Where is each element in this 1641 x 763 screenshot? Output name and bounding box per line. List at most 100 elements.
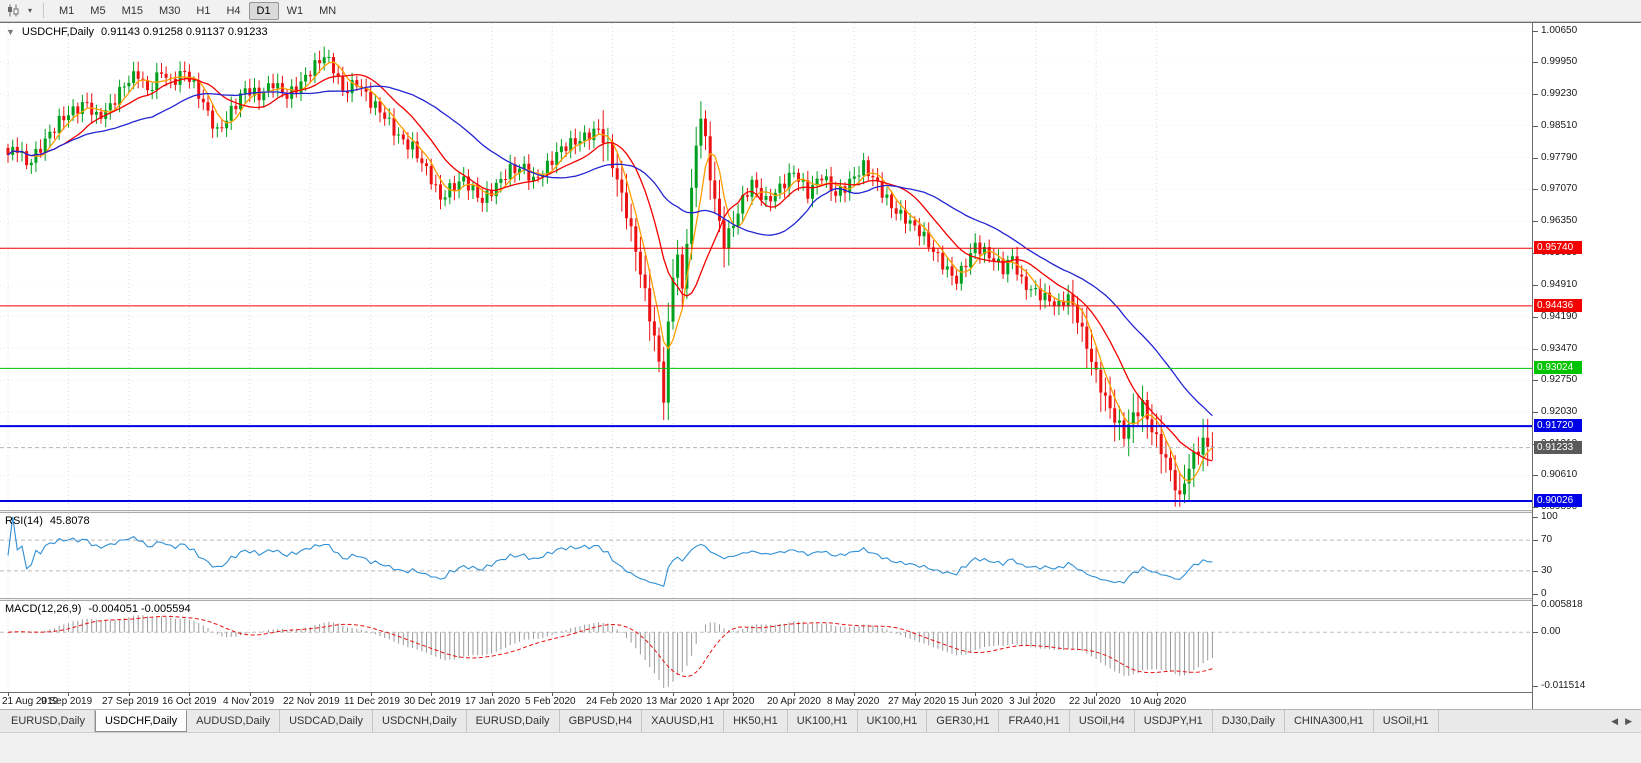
tab-scroll-right-icon[interactable]: ▶ xyxy=(1625,715,1632,726)
price-badge-0.95740[interactable]: 0.95740 xyxy=(1534,241,1582,255)
timeframe-button-H4[interactable]: H4 xyxy=(226,4,241,17)
candlestick-chart-icon[interactable] xyxy=(4,2,22,20)
chart-tab-FRA40-H1[interactable]: FRA40,H1 xyxy=(999,710,1070,732)
rsi-pane[interactable]: RSI(14) 45.8078 xyxy=(0,513,1532,598)
timeframe-button-W1[interactable]: W1 xyxy=(286,4,304,17)
chart-tab-GBPUSD-H4[interactable]: GBPUSD,H4 xyxy=(560,710,643,732)
axis-tick-mark xyxy=(1533,93,1538,95)
time-tick-mark xyxy=(371,693,372,696)
one-click-trading-icon[interactable]: ▼ xyxy=(6,27,15,37)
chart-tab-USDCAD-Daily[interactable]: USDCAD,Daily xyxy=(280,710,374,732)
pane-splitter[interactable] xyxy=(0,598,1641,601)
rsi-scale-label: 70 xyxy=(1541,534,1553,546)
axis-tick-mark xyxy=(1533,189,1538,191)
axis-tick-mark xyxy=(1533,605,1538,606)
price-tick-label: 0.97070 xyxy=(1541,183,1578,195)
chart-tab-XAUUSD-H1[interactable]: XAUUSD,H1 xyxy=(642,710,725,732)
chart-tab-CHINA300-H1[interactable]: CHINA300,H1 xyxy=(1285,710,1374,732)
axis-tick-mark xyxy=(1533,412,1538,414)
macd-scale-label: 0.005818 xyxy=(1541,599,1583,610)
axis-tick-mark xyxy=(1533,348,1538,350)
chart-tab-USOil-H1[interactable]: USOil,H1 xyxy=(1374,710,1439,732)
price-tick-label: 0.99950 xyxy=(1541,55,1578,67)
tab-scroll-left-icon[interactable]: ◀ xyxy=(1611,715,1619,726)
chart-tab-HK50-H1[interactable]: HK50,H1 xyxy=(724,710,788,732)
chart-tab-GER30-H1[interactable]: GER30,H1 xyxy=(927,710,1000,732)
timeframe-button-M5[interactable]: M5 xyxy=(90,4,106,17)
price-tick-label: 0.96350 xyxy=(1541,215,1578,227)
candlestick-chart xyxy=(0,23,1532,510)
chart-tab-UK100-H1[interactable]: UK100,H1 xyxy=(788,710,858,732)
time-tick-mark xyxy=(8,693,9,696)
time-tick-mark xyxy=(854,693,855,696)
timeframe-button-MN[interactable]: MN xyxy=(319,4,337,17)
rsi-line xyxy=(7,516,1213,588)
timeframe-button-M15[interactable]: M15 xyxy=(121,4,143,17)
timeframe-button-M1[interactable]: M1 xyxy=(59,4,75,17)
rsi-label: RSI(14) xyxy=(5,515,43,527)
chart-tab-USDCHF-Daily[interactable]: USDCHF,Daily xyxy=(94,710,188,732)
status-bar xyxy=(0,732,1641,763)
date-label: 15 Jun 2020 xyxy=(948,696,1004,707)
axis-tick-mark xyxy=(1533,380,1538,382)
date-label: 27 May 2020 xyxy=(888,696,946,707)
date-label: 4 Nov 2019 xyxy=(223,696,275,707)
time-tick-mark xyxy=(1096,693,1097,696)
axis-tick-mark xyxy=(1533,316,1538,318)
price-badge-0.91720[interactable]: 0.91720 xyxy=(1534,419,1582,433)
chart-tab-AUDUSD-Daily[interactable]: AUDUSD,Daily xyxy=(187,710,281,732)
chart-tab-USOil-H4[interactable]: USOil,H4 xyxy=(1070,710,1135,732)
chart-tab-EURUSD-Daily[interactable]: EURUSD,Daily xyxy=(2,710,95,732)
macd-histogram xyxy=(12,615,1213,688)
price-badge-0.93024[interactable]: 0.93024 xyxy=(1534,361,1582,375)
ma-32-line xyxy=(7,85,1213,417)
chart-ohlc-values: 0.91143 0.91258 0.91137 0.91233 xyxy=(101,26,268,38)
date-label: 17 Jan 2020 xyxy=(465,696,521,707)
price-axis[interactable]: 1.00650 0.99950 0.99230 0.98510 0.97790 0.970… xyxy=(1532,23,1641,709)
time-tick-mark xyxy=(733,693,734,696)
timeframe-button-M30[interactable]: M30 xyxy=(158,4,181,17)
chevron-down-icon[interactable]: ▾ xyxy=(27,6,32,15)
chart-header: ▼ USDCHF,Daily 0.91143 0.91258 0.91137 0… xyxy=(6,26,268,38)
axis-tick-mark xyxy=(1533,632,1538,634)
price-badge-0.94436[interactable]: 0.94436 xyxy=(1534,298,1582,312)
rsi-scale-label: 0 xyxy=(1541,588,1547,599)
timeframe-buttons: M1 M5 M15 M30 H1 H4 D1 W1 MN xyxy=(51,1,344,20)
time-tick-mark xyxy=(189,693,190,696)
chart-tab-UK100-H1[interactable]: UK100,H1 xyxy=(858,710,928,732)
time-tick-mark xyxy=(613,693,614,696)
ma-13-line xyxy=(7,73,1213,462)
chart-tab-EURUSD-Daily[interactable]: EURUSD,Daily xyxy=(467,710,560,732)
price-badge-0.90026[interactable]: 0.90026 xyxy=(1534,494,1582,507)
bid-price-badge[interactable]: 0.91233 xyxy=(1534,440,1582,454)
pane-splitter[interactable] xyxy=(0,510,1641,513)
horizontal-object-lines xyxy=(0,247,1532,502)
rsi-header: RSI(14) 45.8078 xyxy=(5,515,90,527)
time-tick-mark xyxy=(1157,693,1158,696)
toolbar-separator xyxy=(43,3,44,18)
vertical-gridlines xyxy=(7,23,1158,510)
chart-tab-USDCNH-Daily[interactable]: USDCNH,Daily xyxy=(373,710,467,732)
time-axis[interactable]: 21 Aug 2019 9 Sep 2019 27 Sep 2019 16 Oct 2… xyxy=(0,693,1532,709)
timeframe-button-H1[interactable]: H1 xyxy=(196,4,211,17)
axis-tick-mark xyxy=(1533,517,1538,518)
date-label: 8 May 2020 xyxy=(827,696,880,707)
chart-tabs: EURUSD,Daily USDCHF,Daily AUDUSD,Daily USDC… xyxy=(2,710,1439,732)
macd-label: MACD(12,26,9) xyxy=(5,603,82,615)
time-tick-mark xyxy=(552,693,553,696)
price-tick-label: 0.94190 xyxy=(1541,310,1578,322)
date-label: 24 Feb 2020 xyxy=(586,696,643,707)
axis-tick-mark xyxy=(1533,507,1538,509)
axis-tick-mark xyxy=(1533,31,1538,32)
macd-pane[interactable]: MACD(12,26,9) -0.004051 -0.005594 xyxy=(0,601,1532,692)
price-tick-label: 0.98510 xyxy=(1541,119,1578,131)
chart-tab-USDJPY-H1[interactable]: USDJPY,H1 xyxy=(1135,710,1213,732)
timeframe-button-D1[interactable]: D1 xyxy=(248,1,279,20)
time-tick-mark xyxy=(673,693,674,696)
price-tick-label: 0.90610 xyxy=(1541,469,1578,481)
chart-tab-DJ30-Daily[interactable]: DJ30,Daily xyxy=(1213,710,1285,732)
price-chart-pane[interactable]: ▼ USDCHF,Daily 0.91143 0.91258 0.91137 0… xyxy=(0,23,1532,510)
price-tick-label: 0.97790 xyxy=(1541,151,1578,163)
rsi-chart xyxy=(0,513,1532,598)
